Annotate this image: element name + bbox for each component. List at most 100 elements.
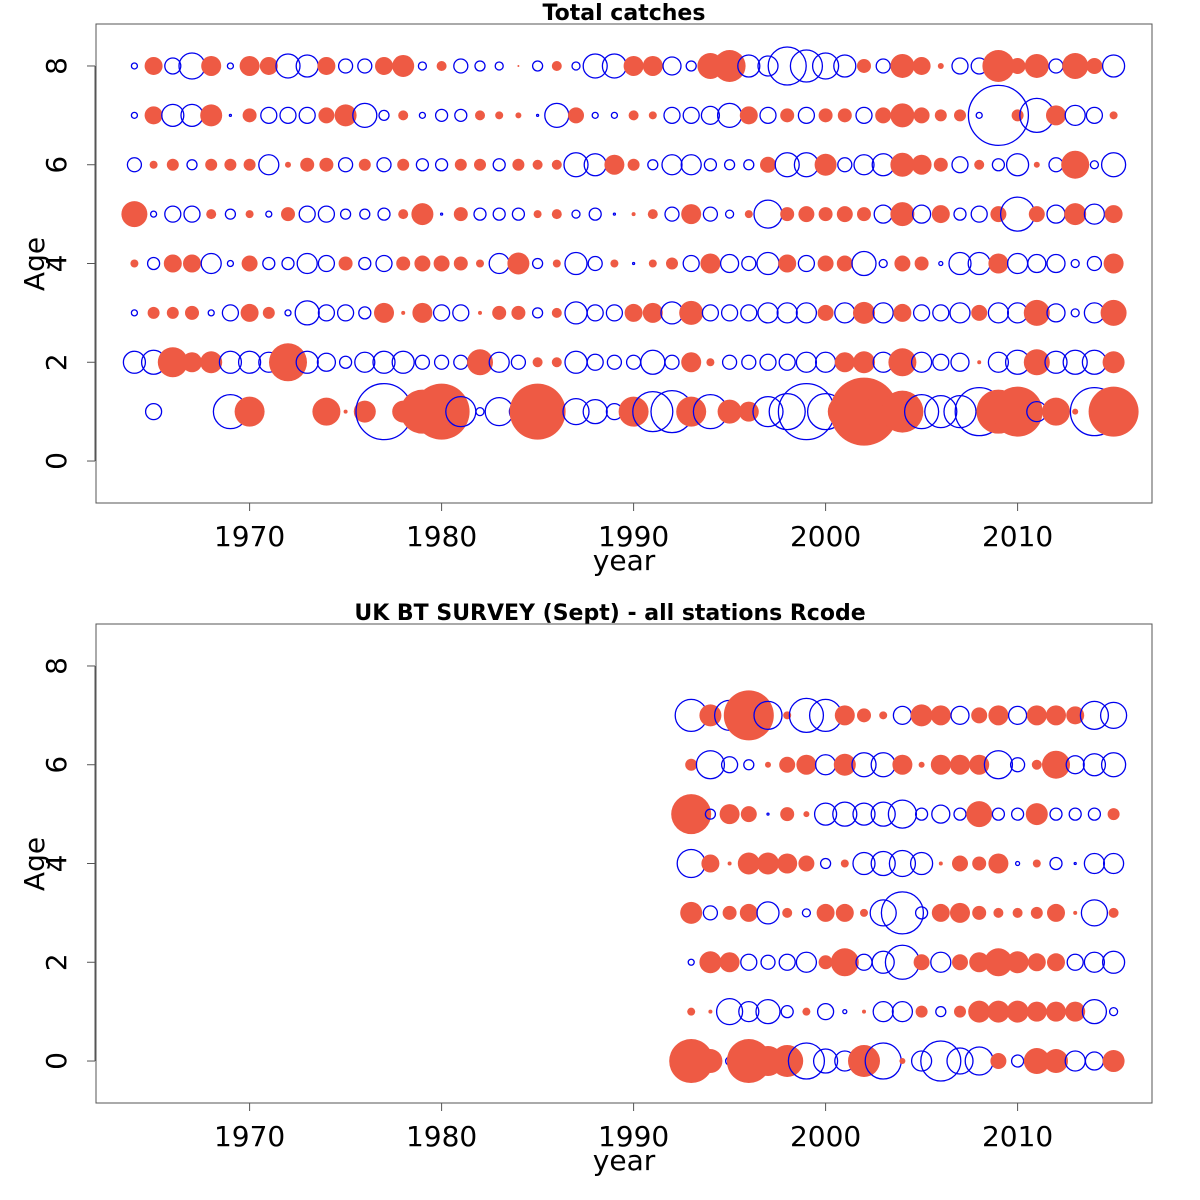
bubble-mark: [551, 209, 562, 220]
bubble-mark: [743, 159, 755, 171]
bubble-mark: [1044, 1049, 1068, 1074]
bubble-mark: [1061, 150, 1090, 179]
bubble-mark: [743, 759, 755, 771]
bubble-mark: [378, 109, 390, 122]
bubble-mark: [1064, 203, 1087, 226]
bubble-mark: [812, 1048, 839, 1074]
bubble-mark: [671, 794, 712, 835]
bubble-mark: [888, 348, 917, 377]
bubble-mark: [814, 153, 837, 176]
bubble-mark: [298, 205, 316, 223]
bubble-mark: [723, 159, 736, 171]
bubble-mark: [914, 256, 929, 271]
bubble-mark: [1046, 204, 1066, 224]
bubble-mark: [1102, 852, 1125, 875]
bubble-mark: [354, 351, 376, 373]
bubble-mark: [934, 109, 947, 122]
bubble-mark: [887, 799, 918, 829]
bubble-mark: [704, 808, 717, 820]
bubble-mark: [1100, 152, 1127, 178]
bubble-mark: [586, 353, 604, 371]
bubble-mark: [1010, 807, 1025, 821]
bubble-mark: [719, 253, 740, 274]
bubble-mark: [780, 1004, 794, 1019]
bubble-mark: [218, 350, 243, 374]
bubble-mark: [912, 56, 931, 75]
bubble-mark: [811, 52, 840, 80]
bubble-mark: [474, 158, 486, 171]
bubble-mark: [918, 761, 925, 768]
bubble-mark: [415, 158, 430, 172]
bubble-mark: [666, 257, 678, 270]
bubble-mark: [571, 209, 581, 219]
bubble-mark: [318, 107, 335, 124]
bubble-mark: [358, 158, 371, 171]
bubble-mark: [833, 54, 857, 78]
bubble-mark: [766, 812, 770, 816]
bubble-mark: [915, 1005, 928, 1018]
bubble-mark: [894, 255, 911, 272]
bubble-mark: [1070, 258, 1080, 269]
bubble-mark: [1102, 351, 1125, 374]
bubble-mark: [971, 707, 988, 724]
bubble-mark: [517, 64, 520, 67]
bubble-mark: [753, 199, 783, 229]
bubble-mark: [474, 60, 486, 72]
bubble-mark: [377, 207, 391, 221]
bubble-mark: [1023, 1048, 1050, 1075]
bubble-mark: [682, 106, 700, 125]
bubble-mark: [798, 855, 815, 872]
bubble-mark: [971, 304, 988, 321]
bubble-mark: [706, 358, 715, 367]
bubble-mark: [795, 351, 818, 373]
bubble-mark: [533, 210, 542, 219]
bubble-mark: [571, 61, 581, 71]
bubble-mark: [618, 396, 649, 427]
bubble-mark: [507, 252, 530, 275]
bubble-mark: [834, 705, 855, 726]
bubble-mark: [679, 300, 704, 325]
bubble-mark: [715, 997, 744, 1026]
bubble-mark: [1109, 111, 1118, 120]
bubble-mark: [1083, 951, 1106, 973]
bubble-mark: [988, 705, 1009, 726]
bubble-mark: [752, 395, 784, 428]
chart-title: Total catches: [543, 1, 706, 26]
bubble-mark: [888, 849, 917, 878]
bubble-mark: [1028, 206, 1045, 223]
bubble-mark: [816, 903, 835, 922]
bubble-mark: [398, 110, 409, 121]
bubble-mark: [1031, 759, 1042, 770]
bubble-mark: [1012, 907, 1023, 918]
bubble-mark: [982, 49, 1015, 82]
bubble-mark: [1065, 755, 1085, 775]
bubble-mark: [990, 1053, 1007, 1070]
bubble-mark: [1042, 397, 1070, 426]
bubble-mark: [337, 58, 354, 74]
bubble-mark: [130, 309, 139, 317]
bubble-mark: [359, 208, 371, 220]
bubble-mark: [414, 255, 431, 272]
bubble-mark: [492, 305, 507, 320]
bubble-mark: [788, 697, 825, 734]
bubble-mark: [798, 206, 815, 223]
bubble-mark: [221, 304, 240, 322]
bubble-mark: [913, 107, 930, 124]
bubble-mark: [1005, 153, 1030, 177]
bubble-mark: [475, 110, 485, 121]
bubble-mark: [166, 306, 179, 319]
bubble-mark: [721, 354, 738, 370]
chart-panel-uk-bt-survey: UK BT SURVEY (Sept) - all stations Rcode…: [18, 601, 1153, 1177]
bubble-mark: [1085, 106, 1104, 125]
y-axis-label: Age: [18, 837, 51, 891]
bubble-mark: [837, 157, 853, 173]
bubble-mark: [258, 154, 280, 176]
bubble-mark: [935, 1005, 947, 1018]
bubble-mark: [739, 106, 758, 125]
y-tick-label: 2: [40, 353, 73, 371]
bubble-mark: [391, 350, 415, 374]
bubble-mark: [892, 754, 913, 775]
bubble-mark: [862, 1009, 866, 1014]
bubble-mark: [535, 113, 540, 118]
bubble-mark: [891, 1000, 914, 1023]
